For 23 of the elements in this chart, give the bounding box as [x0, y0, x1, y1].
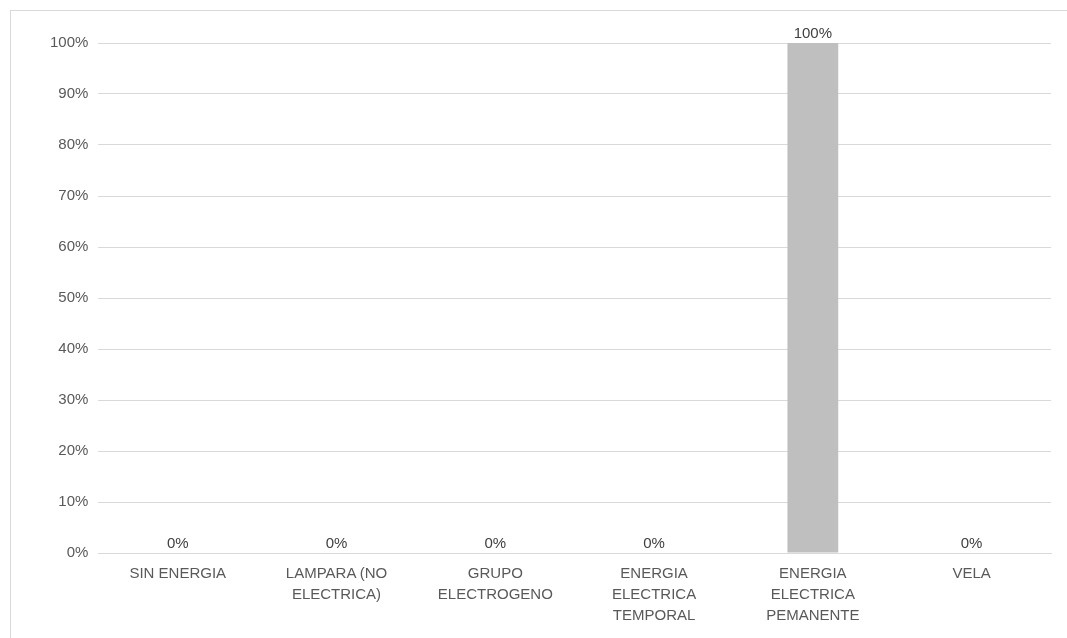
y-tick-label: 20%	[58, 441, 89, 459]
y-tick-label: 10%	[58, 492, 89, 510]
data-label: 0%	[166, 533, 189, 551]
y-tick-label: 90%	[58, 84, 89, 102]
y-tick-label: 30%	[58, 390, 89, 408]
y-tick-label: 80%	[58, 135, 89, 153]
y-tick-label: 70%	[58, 186, 89, 204]
x-tick-label: ENERGIA ELECTRICA PEMANENTE	[766, 563, 860, 623]
x-tick-label: GRUPO ELECTROGENO	[437, 563, 553, 602]
y-tick-label: 100%	[49, 33, 89, 51]
x-tick-label: VELA	[952, 563, 991, 581]
data-label: 0%	[484, 533, 507, 551]
data-label: 0%	[643, 533, 665, 551]
y-tick-label: 50%	[58, 288, 89, 306]
x-tick-label: ENERGIA ELECTRICA TEMPORAL	[611, 563, 697, 623]
y-tick-label: 40%	[58, 339, 89, 357]
data-label: 0%	[960, 533, 983, 551]
data-label: 100%	[793, 23, 833, 41]
x-tick-label: SIN ENERGIA	[129, 563, 227, 581]
data-label: 0%	[325, 533, 348, 551]
x-tick-label: LAMPARA (NO ELECTRICA)	[285, 563, 388, 602]
y-tick-label: 60%	[58, 237, 89, 255]
y-tick-label: 0%	[66, 543, 89, 561]
